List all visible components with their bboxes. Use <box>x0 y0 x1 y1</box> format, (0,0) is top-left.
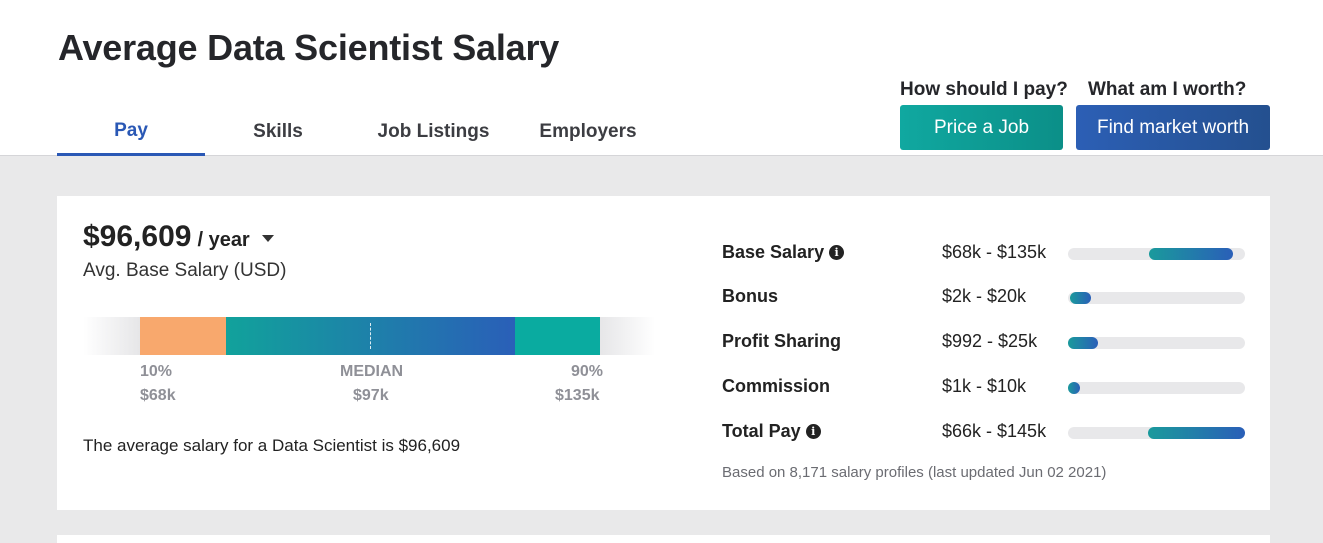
comp-range: $66k - $145k <box>942 421 1047 441</box>
comp-row-total-pay: Total Pay i $66k - $145k <box>722 421 1262 445</box>
next-card <box>57 535 1270 543</box>
price-a-job-button[interactable]: Price a Job <box>900 105 1063 150</box>
tab-pay[interactable]: Pay <box>57 108 205 156</box>
range-fade-left <box>83 317 140 355</box>
range-segment-high <box>515 317 601 355</box>
salary-period[interactable]: / year <box>197 229 250 251</box>
info-icon[interactable]: i <box>805 424 821 439</box>
worth-question: What am I worth? <box>1088 79 1247 100</box>
data-footnote: Based on 8,171 salary profiles (last upd… <box>722 464 1107 481</box>
page-title: Average Data Scientist Salary <box>58 27 560 68</box>
comp-bar-track <box>1068 248 1245 260</box>
comp-range: $992 - $25k <box>942 331 1038 351</box>
comp-bar-track <box>1068 382 1245 394</box>
comp-bar-fill <box>1069 292 1091 304</box>
comp-bar-track <box>1068 337 1245 349</box>
median-value: $97k <box>353 387 389 404</box>
comp-name: Total Pay i <box>722 421 821 442</box>
range-fade-right <box>600 317 655 355</box>
comp-row-bonus: Bonus $2k - $20k <box>722 286 1262 310</box>
comp-name-label: Profit Sharing <box>722 331 842 351</box>
comp-bar-fill <box>1068 382 1081 394</box>
salary-card: $96,609 / year Avg. Base Salary (USD) 10… <box>57 196 1270 510</box>
salary-amount: $96,609 <box>83 220 192 253</box>
p10-value: $68k <box>140 387 176 404</box>
tab-employers[interactable]: Employers <box>539 121 637 142</box>
tab-job-listings[interactable]: Job Listings <box>377 121 490 142</box>
comp-range: $1k - $10k <box>942 376 1027 396</box>
median-marker <box>370 323 371 349</box>
p90-value: $135k <box>555 387 600 404</box>
comp-row-profit-sharing: Profit Sharing $992 - $25k <box>722 331 1262 355</box>
tab-bar: Pay Skills Job Listings Employers <box>57 108 660 156</box>
comp-row-commission: Commission $1k - $10k <box>722 376 1262 400</box>
range-segment-low <box>140 317 226 355</box>
comp-name: Bonus <box>722 286 778 307</box>
tab-skills[interactable]: Skills <box>253 121 303 142</box>
median-label: MEDIAN <box>340 363 404 380</box>
find-market-worth-button[interactable]: Find market worth <box>1076 105 1270 150</box>
comp-name: Base Salary i <box>722 242 845 263</box>
comp-bar-track <box>1068 427 1245 439</box>
comp-bar-track <box>1068 292 1245 304</box>
info-icon[interactable]: i <box>829 245 845 260</box>
salary-summary: The average salary for a Data Scientist … <box>83 436 461 455</box>
comp-bar-fill <box>1149 248 1233 260</box>
p90-label: 90% <box>571 363 604 380</box>
comp-name-label: Commission <box>722 376 831 396</box>
page-header: Average Data Scientist Salary Pay Skills… <box>0 0 1323 156</box>
comp-name-label: Bonus <box>722 286 778 306</box>
comp-name-label: Base Salary <box>722 242 825 262</box>
comp-bar-fill <box>1147 427 1245 439</box>
comp-row-base-salary: Base Salary i $68k - $135k <box>722 242 1262 266</box>
salary-amount-row: $96,609 / year <box>83 220 274 254</box>
price-question: How should I pay? <box>900 79 1068 100</box>
salary-range-bar <box>83 317 655 355</box>
comp-bar-fill <box>1068 337 1099 349</box>
p10-label: 10% <box>140 363 173 380</box>
salary-label: Avg. Base Salary (USD) <box>83 260 287 281</box>
comp-range: $2k - $20k <box>942 286 1027 306</box>
comp-name: Profit Sharing <box>722 331 841 352</box>
comp-name-label: Total Pay <box>722 421 801 441</box>
caret-down-icon[interactable] <box>261 235 274 242</box>
comp-name: Commission <box>722 376 830 397</box>
comp-range: $68k - $135k <box>942 242 1047 262</box>
